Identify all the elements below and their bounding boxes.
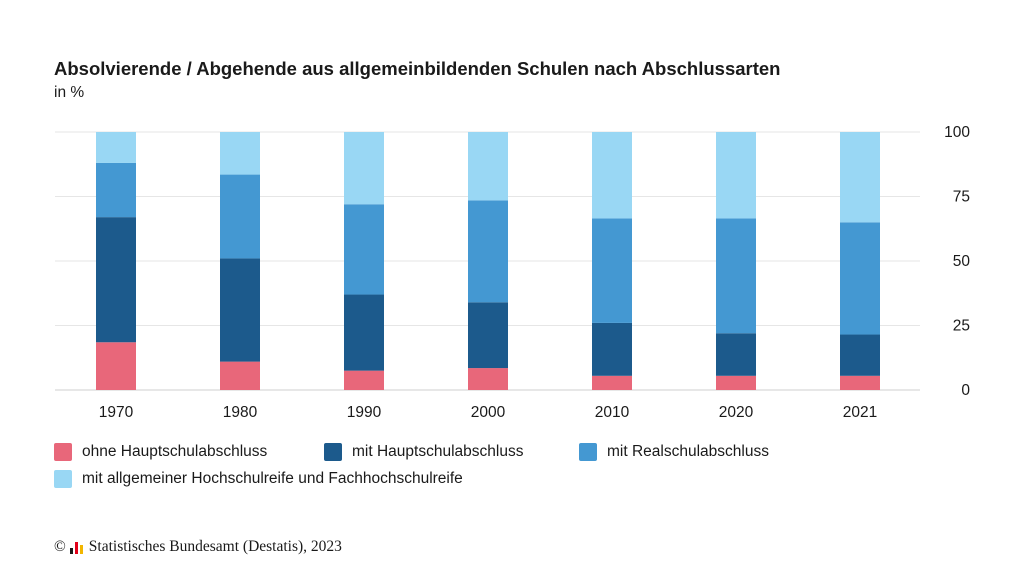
bar-segment-1970-series-3[interactable]: [96, 132, 136, 163]
bar-segment-1990-series-0[interactable]: [344, 370, 384, 390]
stacked-bar-chart: 0 25 50 75 100 1970 1980 1990 2000 2010 2020 2021: [55, 124, 970, 421]
x-tick-label: 1990: [347, 404, 382, 421]
legend-label: ohne Hauptschulabschluss: [82, 443, 268, 460]
bar-segment-1990-series-1[interactable]: [344, 294, 384, 371]
bar-segment-1990-series-2[interactable]: [344, 204, 384, 295]
bar-segment-1980-series-3[interactable]: [220, 132, 260, 175]
destatis-logo-icon: [69, 541, 84, 554]
y-tick-label: 50: [953, 253, 971, 270]
copyright-symbol: ©: [54, 538, 66, 555]
y-tick-label: 75: [953, 189, 970, 206]
x-tick-label: 1980: [223, 404, 258, 421]
bar-segment-2010-series-1[interactable]: [592, 322, 632, 376]
chart-subtitle: in %: [54, 84, 85, 101]
bar-segment-1980-series-0[interactable]: [220, 361, 260, 390]
y-tick-label: 100: [944, 124, 970, 141]
bar-segment-1970-series-0[interactable]: [96, 342, 136, 390]
x-tick-label: 2021: [843, 404, 877, 421]
x-tick-label: 2010: [595, 404, 630, 421]
bar-segment-2020-series-2[interactable]: [716, 218, 756, 334]
bar-segment-2021-series-2[interactable]: [840, 222, 880, 335]
legend-item[interactable]: mit Realschulabschluss: [579, 443, 769, 461]
x-tick-label: 1970: [99, 404, 134, 421]
bar-segment-2020-series-0[interactable]: [716, 375, 756, 390]
legend-swatch: [324, 443, 342, 461]
bar-segment-2010-series-2[interactable]: [592, 218, 632, 323]
x-tick-label: 2000: [471, 404, 506, 421]
bar-segment-2010-series-0[interactable]: [592, 375, 632, 390]
bar-segment-2000-series-0[interactable]: [468, 368, 508, 390]
bar-segment-2000-series-3[interactable]: [468, 132, 508, 201]
legend-swatch: [54, 443, 72, 461]
bar-segment-1990-series-3[interactable]: [344, 132, 384, 205]
y-tick-label: 0: [961, 382, 970, 399]
legend-swatch: [579, 443, 597, 461]
bar-segment-2000-series-1[interactable]: [468, 302, 508, 369]
bar-segment-2010-series-3[interactable]: [592, 132, 632, 219]
x-axis-ticks: 1970 1980 1990 2000 2010 2020 2021: [99, 404, 877, 421]
chart-title: Absolvierende / Abgehende aus allgemeinb…: [54, 58, 781, 79]
source-text: Statistisches Bundesamt (Destatis), 2023: [88, 538, 342, 555]
x-tick-label: 2020: [719, 404, 754, 421]
legend-item[interactable]: ohne Hauptschulabschluss: [54, 443, 267, 461]
legend-label: mit allgemeiner Hochschulreife und Fachh…: [82, 470, 463, 487]
legend-item[interactable]: mit allgemeiner Hochschulreife und Fachh…: [54, 470, 463, 488]
bar-segment-2021-series-1[interactable]: [840, 334, 880, 376]
legend-swatch: [54, 470, 72, 488]
y-tick-label: 25: [953, 318, 970, 335]
bar-segment-1980-series-2[interactable]: [220, 174, 260, 259]
bar-segment-1970-series-2[interactable]: [96, 162, 136, 218]
source-footer: © Statistisches Bundesamt (Destatis), 20…: [54, 538, 342, 556]
legend-item[interactable]: mit Hauptschulabschluss: [324, 443, 523, 461]
bar-segment-1980-series-1[interactable]: [220, 258, 260, 362]
bar-segment-2021-series-0[interactable]: [840, 375, 880, 390]
y-axis-ticks: 0 25 50 75 100: [944, 124, 970, 399]
bar-segment-2021-series-3[interactable]: [840, 132, 880, 223]
legend-label: mit Hauptschulabschluss: [352, 443, 524, 460]
bar-segment-2020-series-1[interactable]: [716, 333, 756, 376]
bar-segment-2020-series-3[interactable]: [716, 132, 756, 219]
bar-segment-2000-series-2[interactable]: [468, 200, 508, 303]
bars: [96, 132, 880, 390]
bar-segment-1970-series-1[interactable]: [96, 217, 136, 343]
legend-label: mit Realschulabschluss: [607, 443, 769, 460]
